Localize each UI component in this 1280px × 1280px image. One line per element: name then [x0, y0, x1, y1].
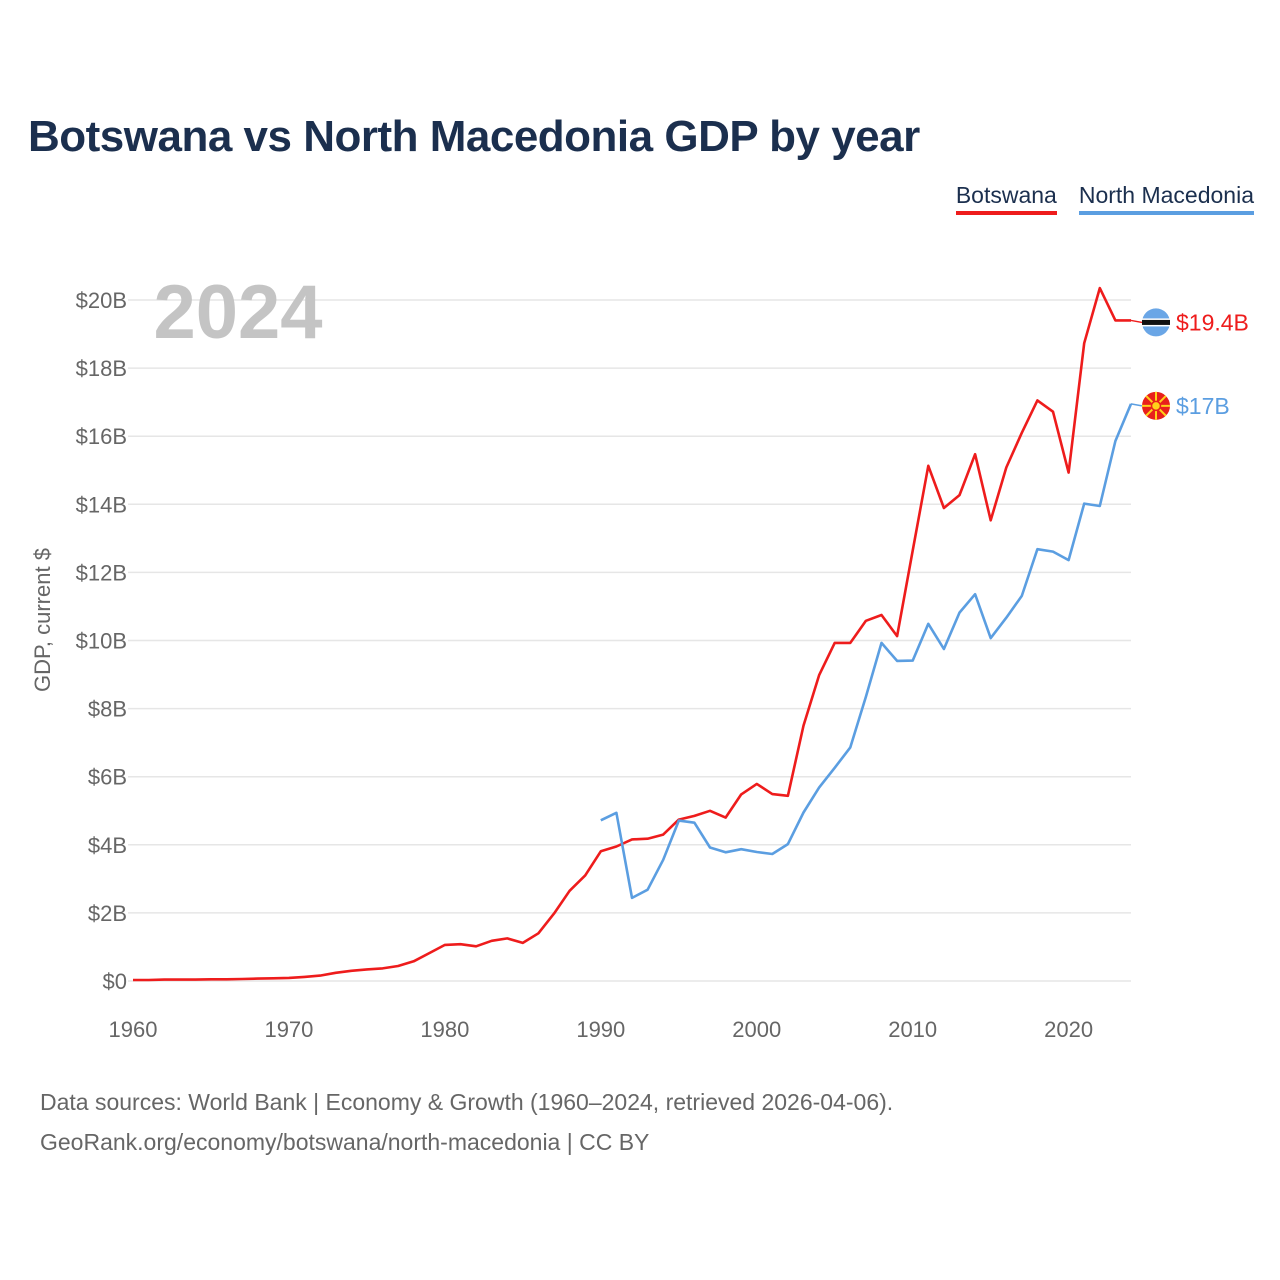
x-tick-label: 1980 — [420, 1017, 469, 1042]
footer-sources: Data sources: World Bank | Economy & Gro… — [40, 1089, 894, 1115]
y-tick-label: $10B — [76, 629, 127, 654]
x-tick-label: 1960 — [109, 1017, 158, 1042]
legend-item-north-macedonia[interactable]: North Macedonia — [1078, 182, 1254, 215]
x-tick-label: 2010 — [888, 1017, 937, 1042]
series-line-botswana[interactable] — [133, 286, 1131, 982]
x-tick-label: 1990 — [576, 1017, 625, 1042]
y-tick-label: $0 — [103, 969, 127, 994]
end-connector — [1130, 319, 1143, 324]
end-markers: $19.4B $17B — [1130, 308, 1249, 420]
y-tick-label: $18B — [76, 356, 127, 381]
y-tick-label: $12B — [76, 560, 127, 585]
x-tick-labels: 1960 1970 1980 1990 2000 2010 2020 — [109, 1017, 1094, 1042]
series-line-north-macedonia[interactable] — [600, 403, 1133, 900]
series-lines — [133, 286, 1133, 982]
footer: Data sources: World Bank | Economy & Gro… — [40, 1082, 893, 1162]
legend-item-botswana[interactable]: Botswana — [955, 182, 1057, 215]
page-title: Botswana vs North Macedonia GDP by year — [28, 112, 920, 161]
north-macedonia-flag-icon — [1142, 391, 1170, 420]
end-value-label: $17B — [1176, 393, 1230, 419]
legend: Botswana North Macedonia — [955, 182, 1254, 215]
x-tick-label: 2000 — [732, 1017, 781, 1042]
line-chart: $0 $2B $4B $6B $8B $10B $12B $14B $16B $18B $20B 1… — [30, 270, 1249, 1042]
end-connector — [1130, 403, 1143, 407]
y-tick-labels: $0 $2B $4B $6B $8B $10B $12B $14B $16B $18B $20B — [76, 288, 127, 994]
y-axis-label: GDP, current $ — [30, 548, 55, 692]
year-label: 2024 — [153, 270, 322, 355]
y-tick-label: $8B — [88, 697, 127, 722]
x-tick-label: 1970 — [264, 1017, 313, 1042]
y-tick-label: $2B — [88, 901, 127, 926]
gridlines — [128, 299, 1131, 982]
end-value-label: $19.4B — [1176, 309, 1249, 335]
y-tick-label: $20B — [76, 288, 127, 313]
footer-link[interactable]: GeoRank.org/economy/botswana/north-maced… — [40, 1129, 650, 1155]
botswana-flag-icon — [1142, 308, 1170, 337]
y-tick-label: $6B — [88, 765, 127, 790]
y-tick-label: $4B — [88, 833, 127, 858]
y-tick-label: $14B — [76, 492, 127, 517]
x-tick-label: 2020 — [1044, 1017, 1093, 1042]
y-tick-label: $16B — [76, 424, 127, 449]
